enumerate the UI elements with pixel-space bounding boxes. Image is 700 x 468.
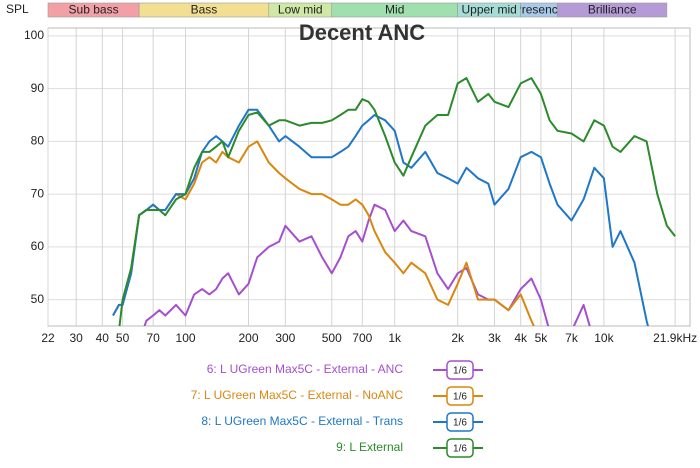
x-tick-label: 2k	[451, 331, 465, 345]
smoothing-label[interactable]: 1/6	[453, 418, 467, 429]
band-label: Bass	[191, 3, 218, 17]
x-tick-label: 22	[41, 331, 55, 345]
chart-title: Decent ANC	[299, 20, 425, 45]
x-tick-label: 500	[322, 331, 342, 345]
y-tick-label: 50	[31, 292, 45, 306]
lines	[112, 77, 676, 326]
x-tick-label: 40	[96, 331, 110, 345]
x-tick-label: 30	[69, 331, 83, 345]
x-tick-label: 10k	[594, 331, 614, 345]
x-tick-label: 700	[352, 331, 372, 345]
y-tick-label: 90	[31, 81, 45, 95]
series-line	[118, 77, 676, 326]
smoothing-box[interactable]	[446, 438, 474, 458]
legend: 6: L UGreen Max5C - External - ANC 1/6 7: …	[191, 360, 483, 458]
x-tick-label: 100	[176, 331, 196, 345]
smoothing-label[interactable]: 1/6	[453, 444, 467, 455]
band-label: Mid	[385, 3, 404, 17]
smoothing-label[interactable]: 1/6	[453, 366, 467, 377]
y-tick-label: 100	[24, 28, 44, 42]
smoothing-box[interactable]	[446, 412, 474, 432]
y-axis-label: SPL	[6, 2, 29, 16]
x-tick-label: 5k	[535, 331, 549, 345]
legend-label[interactable]: 7: L UGreen Max5C - External - NoANC	[191, 388, 404, 402]
plot-area	[47, 27, 691, 327]
x-tick-label: 200	[239, 331, 259, 345]
band-label: Brilliance	[588, 3, 637, 17]
x-tick-label: 50	[116, 331, 130, 345]
band-label: Low mid	[278, 3, 323, 17]
smoothing-box[interactable]	[446, 386, 474, 406]
band-label: Presence	[514, 3, 565, 17]
x-tick-label: 21.9kHz	[653, 331, 697, 345]
legend-label[interactable]: 9: L External	[336, 440, 403, 454]
series-line	[143, 203, 591, 326]
x-tick-label: 4k	[514, 331, 528, 345]
x-tick-label: 3k	[488, 331, 502, 345]
x-tick-label: 70	[146, 331, 160, 345]
band	[557, 2, 668, 18]
band-label: Sub bass	[69, 3, 119, 17]
smoothing-box[interactable]	[446, 360, 474, 380]
x-tick-label: 1k	[388, 331, 402, 345]
y-tick-label: 70	[31, 186, 45, 200]
x-tick-label: 7k	[565, 331, 579, 345]
y-tick-label: 80	[31, 134, 45, 148]
y-tick-label: 60	[31, 239, 45, 253]
smoothing-label[interactable]: 1/6	[453, 392, 467, 403]
band-label: Upper mid	[461, 3, 516, 17]
x-tick-label: 300	[275, 331, 295, 345]
legend-label[interactable]: 8: L UGreen Max5C - External - Trans	[201, 414, 403, 428]
legend-label[interactable]: 6: L UGreen Max5C - External - ANC	[207, 362, 404, 376]
